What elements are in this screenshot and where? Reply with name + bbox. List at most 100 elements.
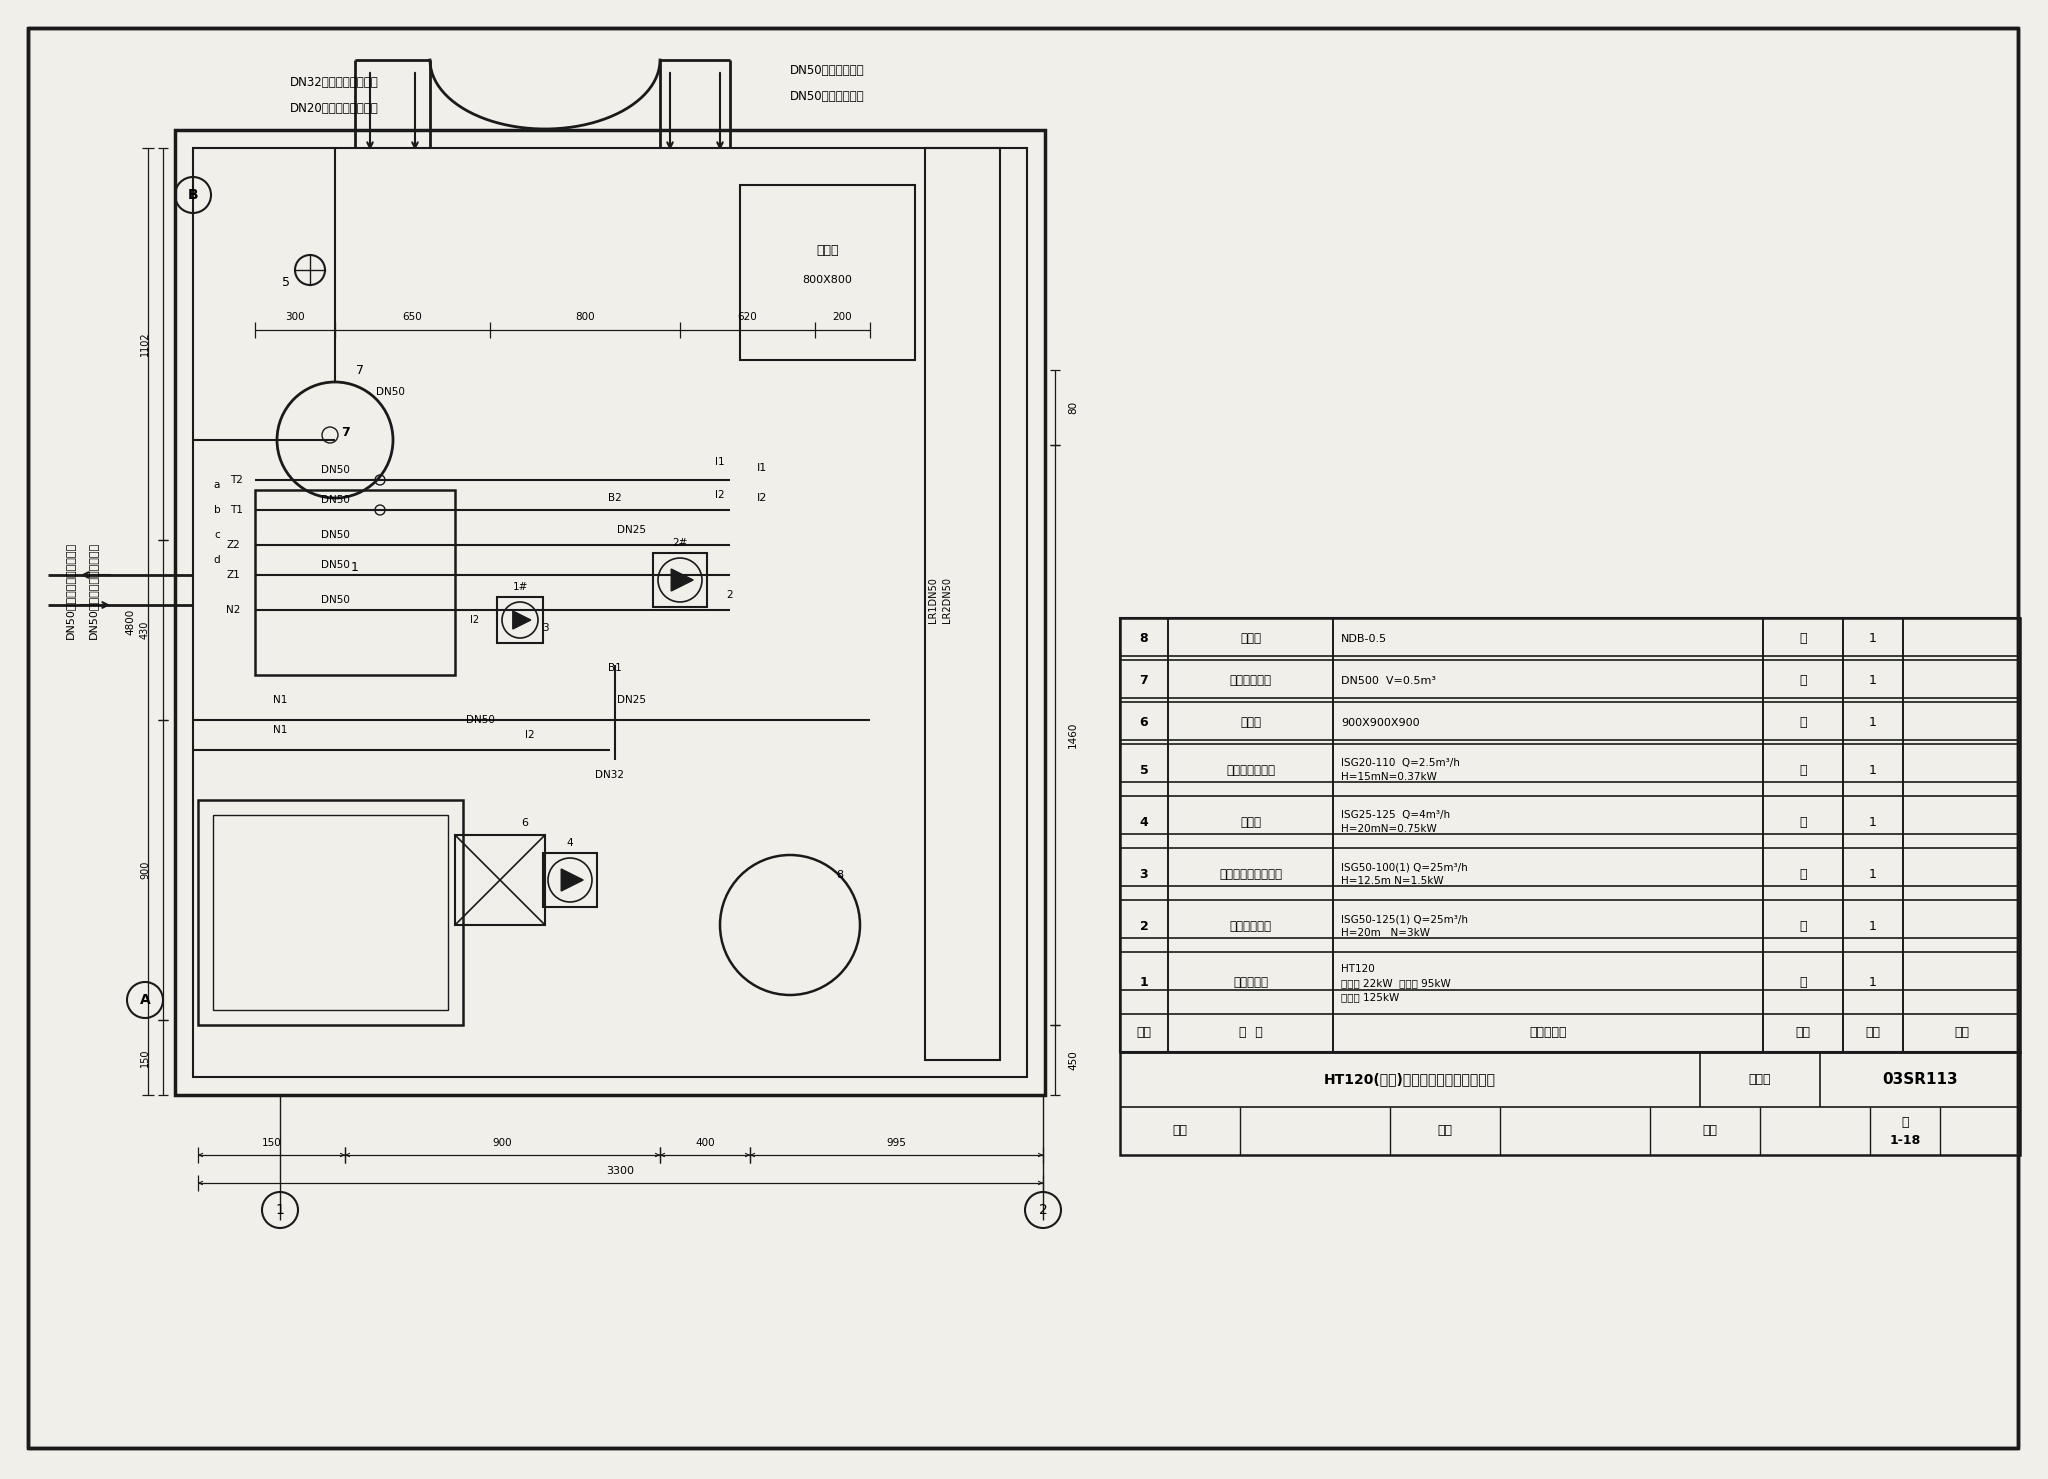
- Text: 1#: 1#: [512, 583, 528, 592]
- Text: I1: I1: [758, 463, 768, 473]
- Text: 1460: 1460: [1067, 722, 1077, 748]
- Text: 5: 5: [283, 275, 291, 288]
- Text: 620: 620: [737, 312, 758, 322]
- Text: 80: 80: [1067, 401, 1077, 414]
- Text: 650: 650: [403, 312, 422, 322]
- Text: d: d: [213, 555, 221, 565]
- Text: DN50: DN50: [322, 529, 350, 540]
- Text: 补水算: 补水算: [1239, 716, 1262, 729]
- Text: 台: 台: [1800, 716, 1806, 729]
- Bar: [926, 148, 999, 1060]
- Text: 型号及规格: 型号及规格: [1530, 1026, 1567, 1040]
- Text: 3: 3: [541, 623, 549, 633]
- Text: 1: 1: [1870, 976, 1876, 989]
- Text: 4: 4: [567, 839, 573, 847]
- Text: DN50接末端供水管: DN50接末端供水管: [791, 64, 864, 77]
- Bar: [455, 836, 545, 924]
- Bar: [1120, 618, 2019, 1052]
- Text: 1: 1: [1870, 815, 1876, 828]
- Text: 能量提升器: 能量提升器: [1233, 976, 1268, 989]
- Text: 5: 5: [1139, 763, 1149, 776]
- Text: 1: 1: [1139, 976, 1149, 989]
- Text: DN50: DN50: [322, 561, 350, 569]
- Text: Z1: Z1: [225, 569, 240, 580]
- Text: 页: 页: [1901, 1117, 1909, 1130]
- Text: 300: 300: [285, 312, 305, 322]
- Bar: [193, 148, 1026, 1077]
- Text: 审核: 审核: [1174, 1124, 1188, 1137]
- Text: 备注: 备注: [1954, 1026, 1968, 1040]
- Text: N1: N1: [272, 695, 287, 705]
- Text: DN25: DN25: [618, 695, 647, 705]
- Text: 800X800: 800X800: [803, 275, 852, 285]
- Text: 1: 1: [350, 561, 358, 574]
- Text: DN50接能量提升系统回水管: DN50接能量提升系统回水管: [88, 541, 98, 639]
- Bar: [174, 130, 1044, 1094]
- Text: DN50接能量提升系统供水管: DN50接能量提升系统供水管: [66, 541, 76, 639]
- Text: DN25: DN25: [618, 525, 647, 535]
- Text: 1: 1: [276, 1202, 285, 1217]
- Text: 名  称: 名 称: [1239, 1026, 1262, 1040]
- Text: DN50: DN50: [465, 714, 494, 725]
- Text: 995: 995: [887, 1137, 907, 1148]
- Text: ISG50-125(1) Q=25m³/h: ISG50-125(1) Q=25m³/h: [1341, 914, 1468, 924]
- Text: 430: 430: [139, 621, 150, 639]
- Text: DN50: DN50: [322, 464, 350, 475]
- Text: ISG50-100(1) Q=25m³/h: ISG50-100(1) Q=25m³/h: [1341, 862, 1468, 873]
- Text: 3300: 3300: [606, 1165, 635, 1176]
- Text: 1: 1: [1870, 868, 1876, 880]
- Text: B1: B1: [608, 663, 623, 673]
- Text: DN50: DN50: [322, 595, 350, 605]
- Text: HT120: HT120: [1341, 964, 1374, 975]
- Text: N2: N2: [225, 605, 240, 615]
- Bar: [739, 185, 915, 359]
- Text: b: b: [213, 504, 221, 515]
- Text: DN50: DN50: [322, 495, 350, 504]
- Text: 1: 1: [1870, 920, 1876, 932]
- Text: B: B: [188, 188, 199, 203]
- Text: 1: 1: [1870, 633, 1876, 645]
- Text: DN50接末端回水管: DN50接末端回水管: [791, 90, 864, 104]
- Text: H=20mN=0.75kW: H=20mN=0.75kW: [1341, 824, 1438, 834]
- Text: H=20m   N=3kW: H=20m N=3kW: [1341, 927, 1430, 938]
- Text: 900: 900: [494, 1137, 512, 1148]
- Text: A: A: [139, 992, 150, 1007]
- Text: 台: 台: [1800, 868, 1806, 880]
- Text: 补水泵: 补水泵: [1239, 815, 1262, 828]
- Text: 设计: 设计: [1702, 1124, 1718, 1137]
- Text: DN500  V=0.5m³: DN500 V=0.5m³: [1341, 676, 1436, 686]
- Text: DN20接生活热水回水管: DN20接生活热水回水管: [291, 102, 379, 114]
- Text: 400: 400: [694, 1137, 715, 1148]
- Text: 4: 4: [1139, 815, 1149, 828]
- Text: T1: T1: [231, 504, 244, 515]
- Text: 台: 台: [1800, 674, 1806, 688]
- Text: 7: 7: [1139, 674, 1149, 688]
- Text: 制冷量 125kW: 制冷量 125kW: [1341, 992, 1399, 1001]
- Text: 校对: 校对: [1438, 1124, 1452, 1137]
- Text: DN50: DN50: [375, 387, 403, 396]
- Polygon shape: [561, 870, 584, 890]
- Text: H=12.5m N=1.5kW: H=12.5m N=1.5kW: [1341, 876, 1444, 886]
- Text: 台: 台: [1800, 633, 1806, 645]
- Text: 电控柜: 电控柜: [817, 244, 840, 256]
- Bar: [653, 553, 707, 606]
- Text: 8: 8: [1139, 633, 1149, 645]
- Polygon shape: [512, 611, 530, 629]
- Text: 2: 2: [727, 590, 733, 600]
- Text: 1: 1: [1870, 716, 1876, 729]
- Text: c: c: [215, 529, 219, 540]
- Text: I2: I2: [758, 493, 768, 503]
- Text: ISG25-125  Q=4m³/h: ISG25-125 Q=4m³/h: [1341, 810, 1450, 819]
- Text: I2: I2: [471, 615, 479, 626]
- Text: 台: 台: [1800, 976, 1806, 989]
- Text: LR2DN50: LR2DN50: [942, 577, 952, 623]
- Text: 900X900X900: 900X900X900: [1341, 717, 1419, 728]
- Text: 8: 8: [836, 870, 844, 880]
- Text: 200: 200: [834, 312, 852, 322]
- Text: I1: I1: [715, 457, 725, 467]
- Text: I2: I2: [715, 490, 725, 500]
- Text: DN32: DN32: [596, 771, 625, 779]
- Text: H=15mN=0.37kW: H=15mN=0.37kW: [1341, 772, 1438, 782]
- Bar: [199, 800, 463, 1025]
- Text: 2: 2: [1038, 1202, 1047, 1217]
